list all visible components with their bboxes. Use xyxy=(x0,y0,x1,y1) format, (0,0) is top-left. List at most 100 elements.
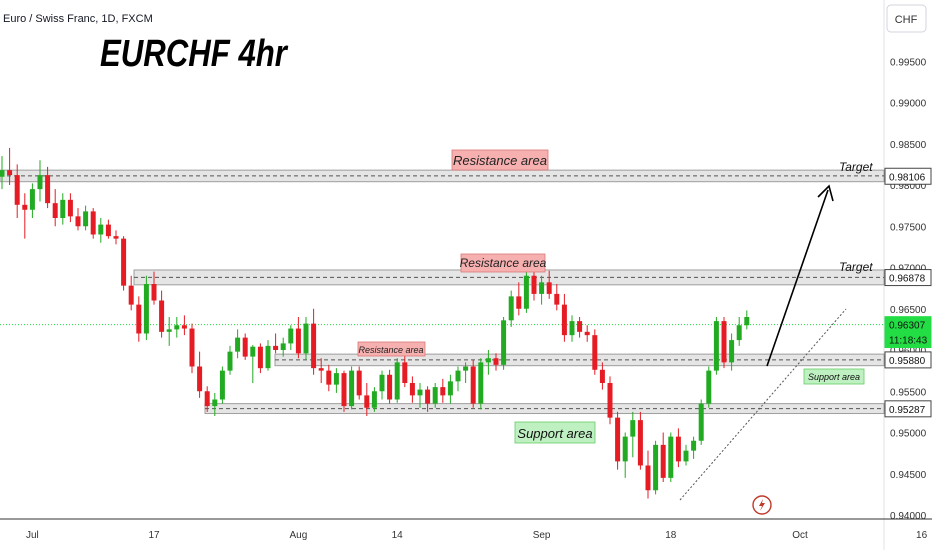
candle xyxy=(622,432,628,478)
candle-body xyxy=(706,370,712,404)
target-label-mid: Target xyxy=(839,260,873,274)
candle xyxy=(159,290,165,338)
resistance-label-mid-text: Resistance area xyxy=(460,256,547,270)
candle-body xyxy=(219,370,225,400)
candle-body xyxy=(440,387,446,396)
candle-body xyxy=(98,224,104,235)
candle-body xyxy=(204,391,210,407)
candle xyxy=(83,205,89,231)
candle xyxy=(311,308,317,375)
candle xyxy=(250,345,256,383)
candle-body xyxy=(143,284,149,334)
candle-body xyxy=(52,203,58,218)
candle xyxy=(729,333,735,371)
candle-body xyxy=(250,346,256,357)
candle-body xyxy=(546,282,552,294)
candle-body xyxy=(470,366,476,404)
candle xyxy=(326,364,332,392)
candle xyxy=(630,411,636,458)
candle xyxy=(14,164,20,218)
candle xyxy=(653,440,659,495)
candle xyxy=(349,366,355,410)
price-tag-text: 11:18:43 xyxy=(889,336,928,347)
candle-body xyxy=(736,325,742,341)
price-tag-text: 0.95880 xyxy=(889,356,926,367)
candle xyxy=(440,378,446,403)
candle-body xyxy=(584,331,590,336)
candle xyxy=(387,369,393,404)
candle xyxy=(227,345,233,375)
candle-body xyxy=(37,175,43,190)
candle-body xyxy=(675,436,681,462)
candle-body xyxy=(159,300,165,332)
price-tick-label: 0.95000 xyxy=(890,429,927,440)
candle xyxy=(668,432,674,482)
price-tag xyxy=(884,351,932,369)
candle xyxy=(432,383,438,408)
candle xyxy=(463,362,469,383)
candle xyxy=(303,317,309,360)
time-tick-label: Sep xyxy=(533,530,551,541)
candle xyxy=(257,343,263,374)
candle xyxy=(584,325,590,342)
price-tick-label: 0.95500 xyxy=(890,387,927,398)
candle-body xyxy=(622,436,628,462)
candle xyxy=(447,374,453,404)
support-label-small-text: Support area xyxy=(808,372,860,382)
candle-body xyxy=(311,323,317,369)
candle-body xyxy=(189,328,195,367)
candle xyxy=(698,399,704,445)
candle xyxy=(136,296,142,342)
price-tick-label: 0.96500 xyxy=(890,305,927,316)
candle xyxy=(554,284,560,311)
candle xyxy=(409,376,415,403)
candle xyxy=(98,218,104,243)
candle-body xyxy=(273,345,279,350)
currency-button[interactable]: CHF xyxy=(886,4,927,33)
candle-body xyxy=(379,374,385,392)
candle-body xyxy=(447,381,453,396)
price-axis[interactable]: 0.99500 0.99000 0.98500 0.98000 0.97500 0.970… xyxy=(884,57,932,522)
candle-body xyxy=(0,170,5,177)
price-tag-text: 0.98106 xyxy=(889,172,926,183)
candle-body xyxy=(166,329,172,332)
candle-body xyxy=(83,211,89,227)
candle xyxy=(356,366,362,400)
price-tag-text: 0.96307 xyxy=(889,321,926,332)
dividend-event-icon[interactable] xyxy=(752,495,772,515)
candle xyxy=(151,271,157,305)
candle-body xyxy=(721,321,727,363)
symbol-line[interactable]: Euro / Swiss Franc, 1D, FXCM xyxy=(3,13,153,25)
candle-body xyxy=(280,343,286,350)
candle xyxy=(341,370,347,412)
candle xyxy=(128,275,134,311)
time-tick-label: 16 xyxy=(916,530,928,541)
candle-body xyxy=(318,368,324,371)
candle xyxy=(121,236,127,291)
candle xyxy=(67,193,73,223)
candle-body xyxy=(288,328,294,344)
candle-body xyxy=(615,417,621,462)
time-axis[interactable]: Jul17Aug14Sep18Oct16Nov13 xyxy=(26,530,932,541)
candle-body xyxy=(485,358,491,363)
price-tick-label: 0.99000 xyxy=(890,99,927,110)
chart-title: EURCHF 4hr xyxy=(100,33,289,75)
candle xyxy=(683,444,689,466)
candle xyxy=(394,358,400,403)
projection-arrow[interactable] xyxy=(766,184,834,367)
time-tick-label: Oct xyxy=(792,530,808,541)
resistance-label-small: Resistance area xyxy=(357,341,426,357)
candle-body xyxy=(653,444,659,491)
support-label-main-text: Support area xyxy=(517,426,592,441)
candle xyxy=(531,269,537,301)
candle-body xyxy=(455,370,461,382)
price-tick-label: 0.98500 xyxy=(890,140,927,151)
price-tag xyxy=(884,269,932,287)
resistance-label-top-text: Resistance area xyxy=(453,153,547,168)
candle xyxy=(174,317,180,338)
candle-body xyxy=(402,362,408,383)
candle xyxy=(721,317,727,369)
candle-body xyxy=(265,345,271,369)
candle xyxy=(478,358,484,410)
